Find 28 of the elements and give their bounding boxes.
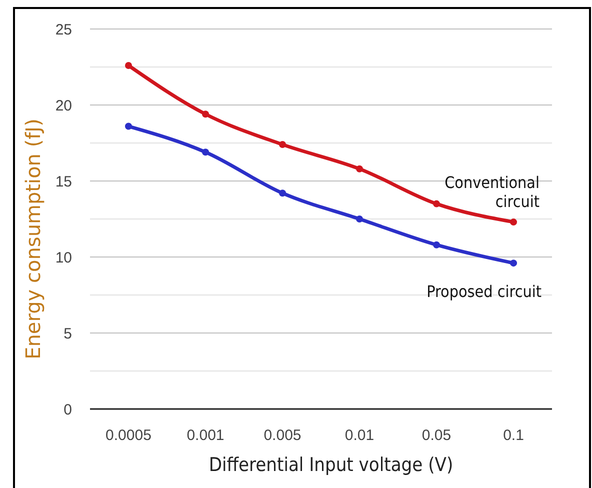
- series-label: Proposed circuit: [426, 282, 542, 302]
- point: [510, 218, 517, 226]
- x-tick-label: 0.005: [264, 427, 302, 444]
- point: [433, 241, 440, 248]
- x-tick-label: 0.05: [422, 427, 452, 444]
- series-label: Conventional circuit: [444, 173, 540, 212]
- point: [510, 260, 517, 267]
- y-tick-label: 0: [64, 401, 72, 418]
- x-tick-label: 0.0005: [106, 427, 152, 444]
- point: [356, 216, 363, 222]
- y-tick-label: 10: [55, 249, 72, 266]
- point: [125, 62, 132, 69]
- point: [202, 110, 209, 118]
- x-tick-label: 0.1: [503, 427, 524, 444]
- point: [279, 190, 286, 197]
- point: [279, 141, 286, 148]
- y-tick-label: 5: [64, 325, 72, 342]
- x-tick-label: 0.01: [344, 427, 374, 444]
- point: [125, 122, 132, 130]
- point: [356, 165, 363, 172]
- y-axis-title: Energy consumption (fJ): [21, 118, 45, 360]
- x-tick-label: 0.001: [186, 427, 224, 444]
- y-tick-label: 15: [55, 173, 72, 190]
- point: [202, 148, 209, 156]
- y-tick-label: 25: [55, 21, 72, 38]
- y-tick-label: 20: [55, 97, 72, 114]
- x-axis-title: Differential Input voltage (V): [208, 454, 454, 476]
- point: [433, 200, 440, 208]
